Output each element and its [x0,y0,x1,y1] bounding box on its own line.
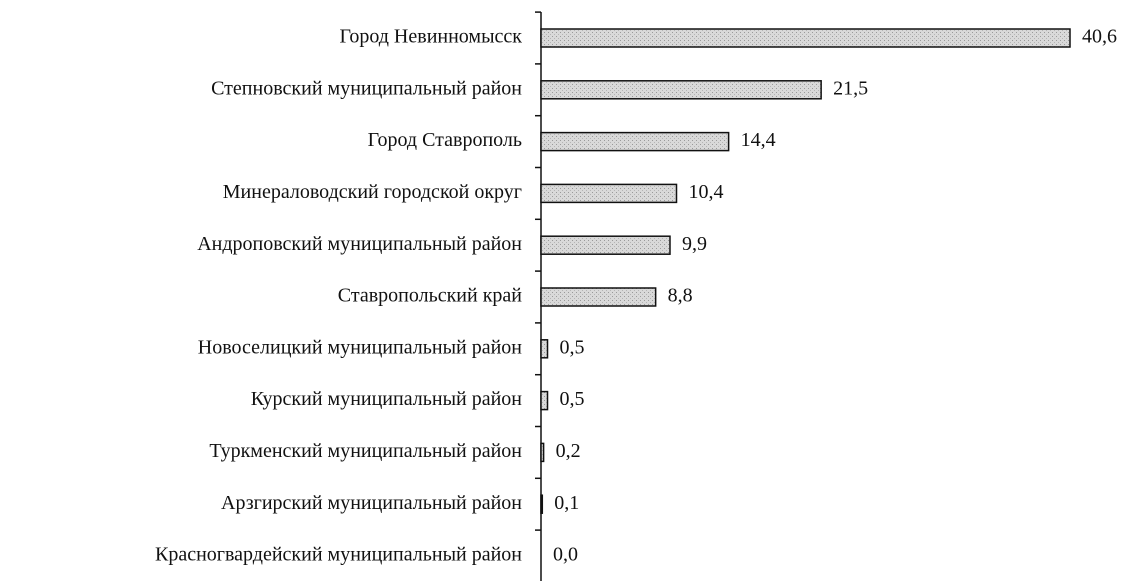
category-label: Новоселицкий муниципальный район [198,336,523,358]
bar [540,80,822,100]
bar [540,339,549,359]
value-label: 21,5 [833,77,868,99]
bar [540,287,657,307]
category-label: Туркменский муниципальный район [209,440,522,462]
value-label: 40,6 [1082,26,1117,48]
category-label: Андроповский муниципальный район [197,233,522,255]
value-label: 0,0 [553,544,578,566]
value-label: 0,5 [560,388,585,410]
category-label: Красногвардейский муниципальный район [155,544,522,566]
category-label: Минераловодский городской округ [223,181,522,203]
bar [540,183,678,204]
bar [540,131,730,152]
value-label: 0,5 [560,336,585,358]
value-label: 0,1 [554,492,579,514]
category-label: Курский муниципальный район [251,388,523,410]
category-label: Арзгирский муниципальный район [221,492,522,514]
bar [540,28,1071,48]
value-label: 9,9 [682,233,707,255]
value-label: 8,8 [668,285,693,307]
bar [540,235,671,255]
bar [540,494,544,514]
value-label: 10,4 [689,181,724,203]
category-label: Степновский муниципальный район [211,77,522,99]
value-label: 14,4 [741,129,776,151]
category-label: Ставропольский край [338,285,523,307]
bar [540,442,545,463]
category-label: Город Ставрополь [368,129,522,151]
category-label: Город Невинномысск [340,26,523,48]
bar [540,390,549,411]
value-label: 0,2 [556,440,581,462]
